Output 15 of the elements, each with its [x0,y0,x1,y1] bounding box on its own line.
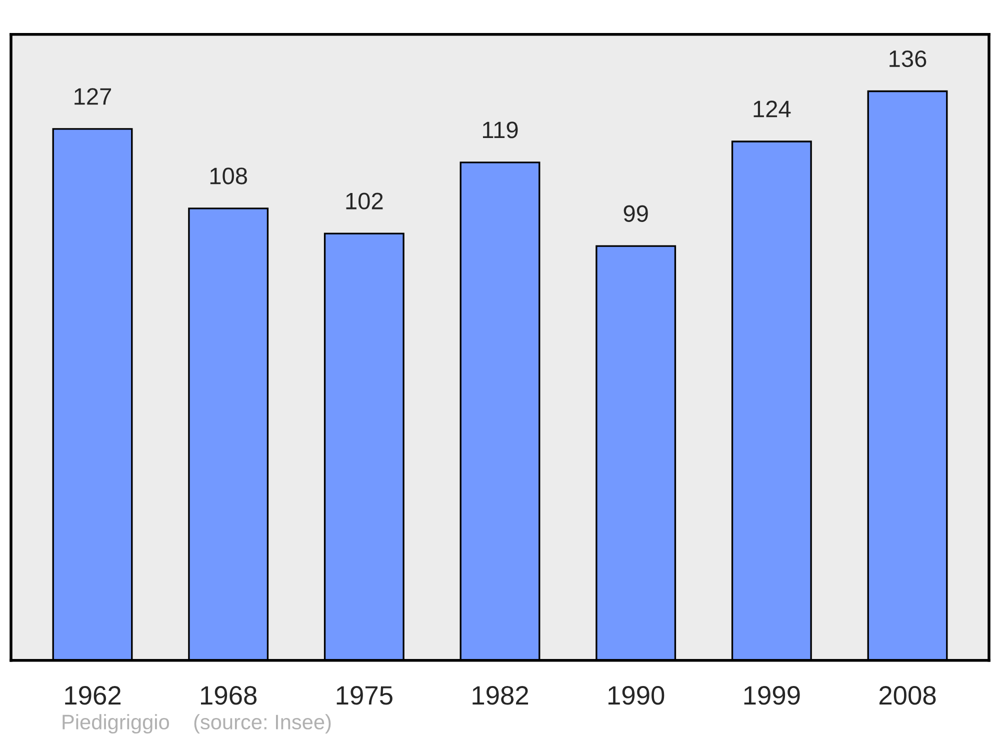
data-label: 127 [74,88,112,105]
data-label: 99 [624,205,648,222]
x-tick-label: 1999 [744,686,800,705]
data-label: 119 [482,122,518,138]
data-label: 124 [754,100,791,118]
x-tick-label: 1975 [336,686,392,705]
x-tick-label: 1968 [200,686,257,705]
data-label: 136 [890,50,926,68]
text: Piedigriggio (source: Insee) [62,714,331,734]
x-tick-label: 1990 [608,686,664,705]
x-tick-label: 1982 [472,686,528,705]
x-tick-label: 1962 [65,686,121,705]
data-label: 108 [210,168,248,184]
x-tick-label: 2008 [879,686,936,705]
data-label: 102 [346,192,383,210]
